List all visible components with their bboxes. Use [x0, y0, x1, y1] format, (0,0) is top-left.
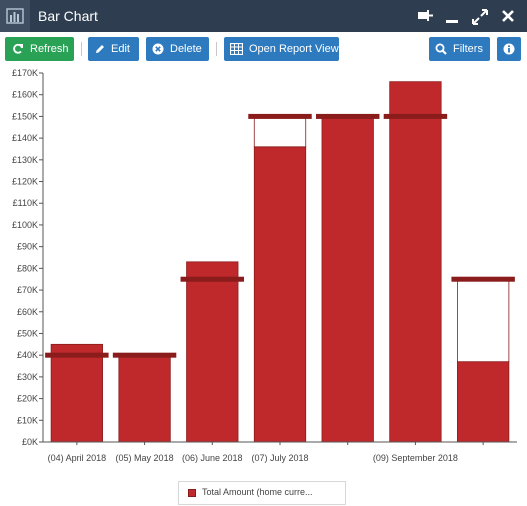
info-button[interactable]	[497, 37, 521, 61]
y-tick-label: £150K	[12, 111, 38, 121]
toolbar-divider	[81, 42, 82, 56]
target-marker	[248, 113, 312, 119]
bar	[118, 354, 171, 443]
y-tick-label: £130K	[12, 155, 38, 165]
refresh-button[interactable]: Refresh	[5, 37, 74, 61]
y-tick-label: £90K	[17, 242, 38, 252]
bar	[321, 116, 374, 443]
y-tick-label: £20K	[17, 394, 38, 404]
delete-button[interactable]: Delete	[146, 37, 209, 61]
x-tick-label: (05) May 2018	[116, 453, 174, 463]
open-report-view-button[interactable]: Open Report View	[224, 37, 339, 61]
y-tick-label: £30K	[17, 372, 38, 382]
y-tick-label: £60K	[17, 307, 38, 317]
target-marker	[383, 113, 448, 119]
filters-label: Filters	[453, 43, 483, 55]
expand-icon[interactable]	[469, 0, 491, 32]
y-tick-label: £70K	[17, 285, 38, 295]
bar	[186, 261, 239, 443]
target-marker	[112, 352, 177, 358]
y-tick-label: £50K	[17, 328, 38, 338]
delete-label: Delete	[170, 43, 202, 55]
x-tick-label: (07) July 2018	[251, 453, 308, 463]
info-icon	[503, 43, 515, 55]
y-tick-label: £170K	[12, 68, 38, 78]
y-tick-label: £100K	[12, 220, 38, 230]
x-tick-label: (06) June 2018	[182, 453, 243, 463]
y-tick-label: £160K	[12, 90, 38, 100]
refresh-icon	[13, 43, 23, 54]
y-tick-label: £140K	[12, 133, 38, 143]
filters-button[interactable]: Filters	[429, 37, 490, 61]
refresh-label: Refresh	[30, 43, 69, 55]
x-tick-label: (09) September 2018	[373, 453, 458, 463]
y-tick-label: £0K	[22, 437, 38, 447]
y-tick-label: £10K	[17, 415, 38, 425]
bar-chart-icon	[0, 0, 30, 32]
pin-icon[interactable]	[413, 0, 435, 32]
y-tick-label: £120K	[12, 177, 38, 187]
open-report-view-label: Open Report View	[249, 43, 339, 55]
bar	[50, 343, 103, 443]
pencil-icon	[96, 45, 104, 53]
minimize-icon[interactable]	[441, 0, 463, 32]
legend-swatch	[188, 489, 196, 497]
toolbar-divider	[216, 42, 217, 56]
target-marker	[45, 352, 109, 358]
bar	[389, 81, 442, 443]
y-tick-label: £80K	[17, 263, 38, 273]
bar-chart: £0K £10K £20K £30K £40K £50K £60K £70K £80K £90K £…	[12, 68, 517, 463]
magnifier-icon	[435, 43, 447, 55]
target-marker	[451, 276, 515, 282]
x-tick-label: (04) April 2018	[48, 453, 107, 463]
bar	[253, 146, 307, 443]
target-gap	[457, 278, 510, 363]
target-marker	[180, 276, 245, 282]
delete-circle-icon	[152, 43, 164, 55]
y-tick-label: £110K	[13, 198, 38, 208]
chart-legend[interactable]: Total Amount (home curre...	[178, 481, 346, 505]
target-marker	[315, 113, 380, 119]
table-icon	[230, 43, 243, 55]
y-tick-label: £40K	[17, 350, 38, 360]
edit-button[interactable]: Edit	[88, 37, 139, 61]
edit-label: Edit	[111, 43, 130, 55]
target-gap	[253, 116, 307, 148]
window-titlebar: Bar Chart	[0, 0, 527, 32]
legend-label: Total Amount (home curre...	[202, 487, 313, 497]
window-title: Bar Chart	[38, 8, 98, 24]
bar	[457, 361, 510, 443]
close-icon[interactable]	[497, 0, 519, 32]
